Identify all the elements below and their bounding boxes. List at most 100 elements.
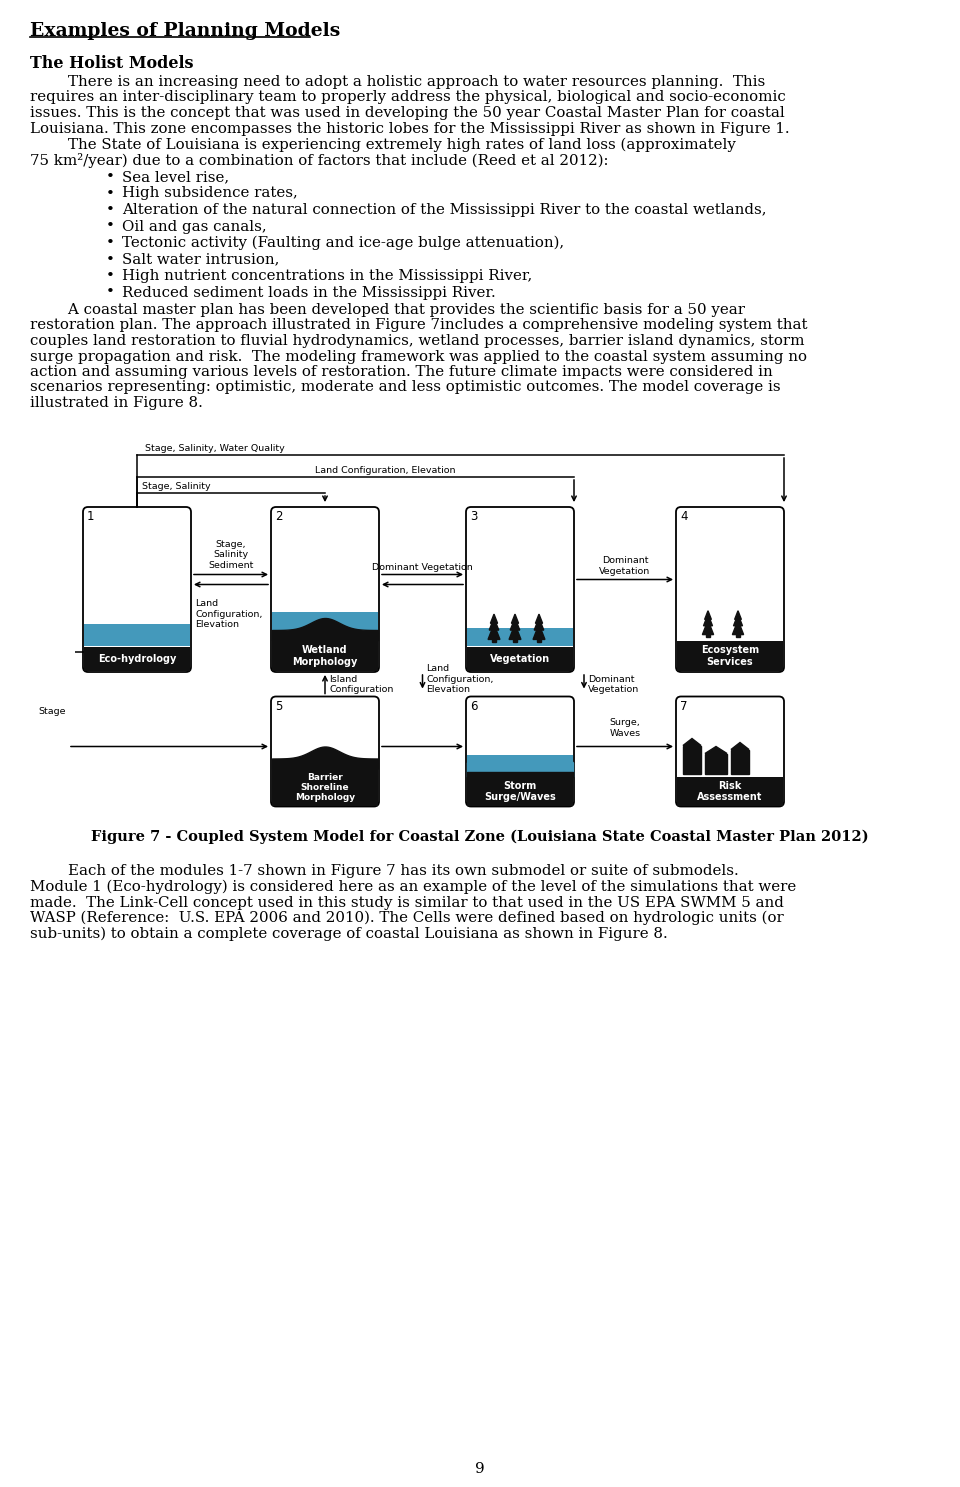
Text: requires an inter-disciplinary team to properly address the physical, biological: requires an inter-disciplinary team to p… xyxy=(30,91,785,104)
Bar xyxy=(707,632,709,636)
Bar xyxy=(84,625,190,645)
Polygon shape xyxy=(490,619,499,630)
Text: Stage,
Salinity
Sediment: Stage, Salinity Sediment xyxy=(208,540,253,570)
Text: Dominant Vegetation: Dominant Vegetation xyxy=(372,562,473,571)
Text: Reduced sediment loads in the Mississippi River.: Reduced sediment loads in the Mississipp… xyxy=(122,286,495,299)
Text: The State of Louisiana is experiencing extremely high rates of land loss (approx: The State of Louisiana is experiencing e… xyxy=(30,138,736,152)
Text: made.  The Link-Cell concept used in this study is similar to that used in the U: made. The Link-Cell concept used in this… xyxy=(30,895,784,910)
Bar xyxy=(272,641,378,671)
Text: 4: 4 xyxy=(680,510,687,523)
Bar xyxy=(736,632,739,636)
Text: 75 km²/year) due to a combination of factors that include (Reed et al 2012):: 75 km²/year) due to a combination of fac… xyxy=(30,153,609,168)
Text: High nutrient concentrations in the Mississippi River,: High nutrient concentrations in the Miss… xyxy=(122,269,532,283)
Polygon shape xyxy=(512,614,518,623)
Text: Module 1 (Eco-hydrology) is considered here as an example of the level of the si: Module 1 (Eco-hydrology) is considered h… xyxy=(30,880,796,894)
Text: High subsidence rates,: High subsidence rates, xyxy=(122,186,298,201)
Text: Risk
Assessment: Risk Assessment xyxy=(697,781,762,803)
FancyBboxPatch shape xyxy=(466,507,574,672)
Text: •: • xyxy=(106,220,114,233)
Bar xyxy=(705,754,727,773)
FancyBboxPatch shape xyxy=(83,507,191,672)
Text: Storm
Surge/Waves: Storm Surge/Waves xyxy=(484,781,556,803)
Polygon shape xyxy=(491,614,497,623)
Polygon shape xyxy=(703,620,713,635)
Text: 1: 1 xyxy=(87,510,94,523)
Text: Land
Configuration,
Elevation: Land Configuration, Elevation xyxy=(195,599,262,629)
Polygon shape xyxy=(534,619,543,630)
Polygon shape xyxy=(488,625,500,639)
Text: Stage, Salinity: Stage, Salinity xyxy=(142,482,210,491)
Text: 9: 9 xyxy=(475,1462,485,1477)
Bar xyxy=(84,647,190,671)
Text: The Holist Models: The Holist Models xyxy=(30,55,194,71)
Text: Land Configuration, Elevation: Land Configuration, Elevation xyxy=(315,465,455,474)
Text: issues. This is the concept that was used in developing the 50 year Coastal Mast: issues. This is the concept that was use… xyxy=(30,106,784,120)
Text: Stage: Stage xyxy=(38,708,66,717)
Text: WASP (Reference:  U.S. EPA 2006 and 2010). The Cells were defined based on hydro: WASP (Reference: U.S. EPA 2006 and 2010)… xyxy=(30,912,783,925)
Text: Stage, Salinity, Water Quality: Stage, Salinity, Water Quality xyxy=(145,445,285,454)
Polygon shape xyxy=(705,746,727,754)
Bar xyxy=(683,745,701,773)
Text: action and assuming various levels of restoration. The future climate impacts we: action and assuming various levels of re… xyxy=(30,364,773,379)
FancyBboxPatch shape xyxy=(676,696,784,806)
Polygon shape xyxy=(509,625,521,639)
Text: 7: 7 xyxy=(680,699,687,712)
Polygon shape xyxy=(704,614,712,626)
Text: Each of the modules 1-7 shown in Figure 7 has its own submodel or suite of submo: Each of the modules 1-7 shown in Figure … xyxy=(30,864,739,879)
FancyBboxPatch shape xyxy=(466,696,574,806)
Text: •: • xyxy=(106,186,114,201)
FancyBboxPatch shape xyxy=(271,696,379,806)
Polygon shape xyxy=(731,742,749,749)
Text: Alteration of the natural connection of the Mississippi River to the coastal wet: Alteration of the natural connection of … xyxy=(122,204,766,217)
Text: surge propagation and risk.  The modeling framework was applied to the coastal s: surge propagation and risk. The modeling… xyxy=(30,349,807,363)
FancyBboxPatch shape xyxy=(271,507,379,672)
Bar xyxy=(677,778,783,806)
Text: Land
Configuration,
Elevation: Land Configuration, Elevation xyxy=(426,665,493,694)
Text: restoration plan. The approach illustrated in Figure 7includes a comprehensive m: restoration plan. The approach illustrat… xyxy=(30,318,807,333)
Text: •: • xyxy=(106,269,114,283)
Bar xyxy=(538,636,540,642)
Text: couples land restoration to fluvial hydrodynamics, wetland processes, barrier is: couples land restoration to fluvial hydr… xyxy=(30,335,804,348)
Text: illustrated in Figure 8.: illustrated in Figure 8. xyxy=(30,396,203,410)
Text: Tectonic activity (Faulting and ice-age bulge attenuation),: Tectonic activity (Faulting and ice-age … xyxy=(122,236,564,250)
Text: •: • xyxy=(106,170,114,184)
Text: 3: 3 xyxy=(470,510,477,523)
Text: Sea level rise,: Sea level rise, xyxy=(122,170,229,184)
Text: Surge,
Waves: Surge, Waves xyxy=(610,718,640,738)
Text: Eco-hydrology: Eco-hydrology xyxy=(98,654,177,665)
Bar xyxy=(731,749,749,773)
Bar xyxy=(467,754,573,776)
Text: A coastal master plan has been developed that provides the scientific basis for : A coastal master plan has been developed… xyxy=(30,303,745,317)
Text: 2: 2 xyxy=(275,510,282,523)
Text: Barrier
Shoreline
Morphology: Barrier Shoreline Morphology xyxy=(295,773,355,803)
Text: There is an increasing need to adopt a holistic approach to water resources plan: There is an increasing need to adopt a h… xyxy=(30,74,765,89)
FancyBboxPatch shape xyxy=(676,507,784,672)
Text: sub-units) to obtain a complete coverage of coastal Louisiana as shown in Figure: sub-units) to obtain a complete coverage… xyxy=(30,926,668,941)
Polygon shape xyxy=(683,739,701,745)
Bar xyxy=(272,613,378,630)
Bar xyxy=(677,641,783,671)
Text: Figure 7 - Coupled System Model for Coastal Zone (Louisiana State Coastal Master: Figure 7 - Coupled System Model for Coas… xyxy=(91,830,869,845)
Text: Examples of Planning Models: Examples of Planning Models xyxy=(30,22,340,40)
Bar xyxy=(467,778,573,806)
Polygon shape xyxy=(732,620,744,635)
Bar xyxy=(467,647,573,671)
Text: Ecosystem
Services: Ecosystem Services xyxy=(701,645,759,666)
Text: Salt water intrusion,: Salt water intrusion, xyxy=(122,253,279,266)
Text: Vegetation: Vegetation xyxy=(490,654,550,665)
Text: scenarios representing: optimistic, moderate and less optimistic outcomes. The m: scenarios representing: optimistic, mode… xyxy=(30,381,780,394)
Bar xyxy=(467,628,573,645)
Bar xyxy=(492,636,495,642)
Text: Island
Configuration: Island Configuration xyxy=(329,675,394,694)
Polygon shape xyxy=(511,619,519,630)
Text: •: • xyxy=(106,236,114,250)
Text: Wetland
Morphology: Wetland Morphology xyxy=(292,645,358,666)
Text: Dominant
Vegetation: Dominant Vegetation xyxy=(599,556,651,575)
Text: 6: 6 xyxy=(470,699,477,712)
Text: •: • xyxy=(106,204,114,217)
Text: •: • xyxy=(106,286,114,299)
Text: Dominant
Vegetation: Dominant Vegetation xyxy=(588,675,639,694)
Bar xyxy=(272,769,378,806)
Text: •: • xyxy=(106,253,114,266)
Bar xyxy=(514,636,516,642)
